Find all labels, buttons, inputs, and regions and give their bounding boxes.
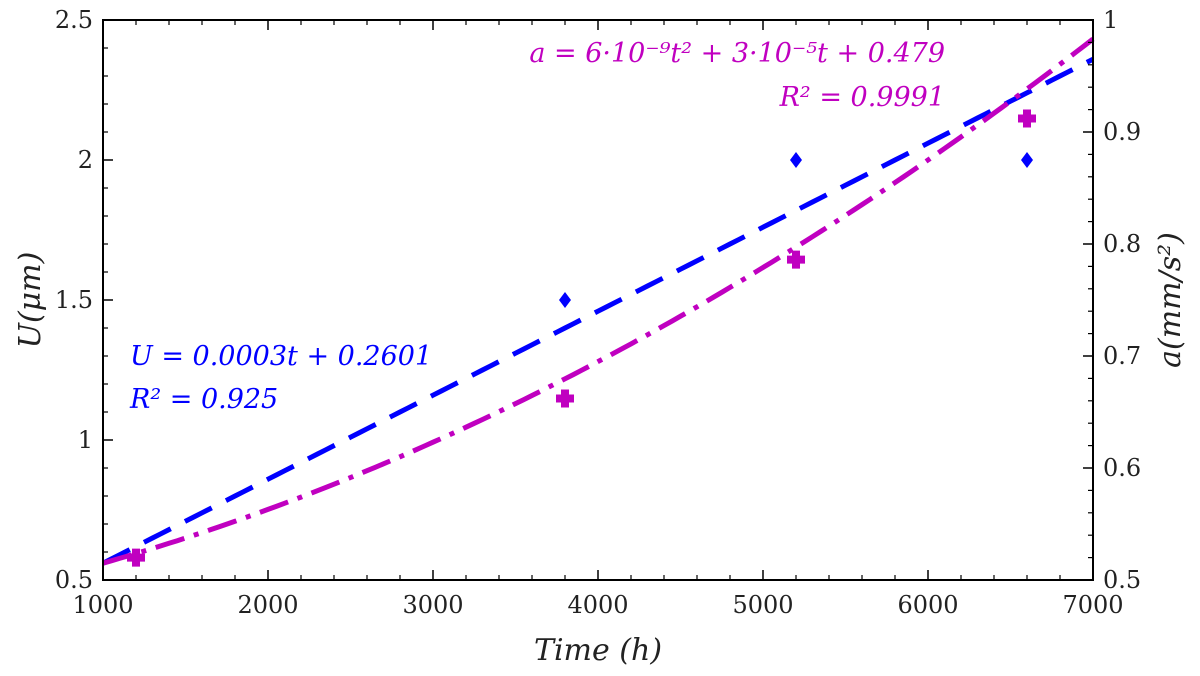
x-tick-label: 6000 [897,591,958,619]
plus-marker [127,548,145,567]
y-right-tick-label: 0.7 [1103,342,1141,370]
magenta-fit-r2: R² = 0.9991 [779,82,945,113]
x-tick-label: 4000 [567,591,628,619]
x-tick-label: 2000 [237,591,298,619]
y-left-tick-label: 1 [78,426,93,454]
y-left-tick-label: 1.5 [55,286,93,314]
x-tick-label: 7000 [1062,591,1123,619]
y-left-tick-label: 2 [78,146,93,174]
diamond-marker [790,152,802,168]
fit-lines [101,37,1095,566]
y-axis-label-left: U(μm) [13,252,48,349]
x-tick-label: 3000 [402,591,463,619]
magenta-fit-line [102,37,1095,566]
axis-ticks: 1000 2000 3000 4000 5000 6000 70000.511.522.50… [55,6,1141,619]
diamond-marker [559,292,571,308]
y-right-tick-label: 0.8 [1103,230,1141,258]
x-tick-label: 5000 [732,591,793,619]
y-left-tick-label: 0.5 [55,566,93,594]
blue-fit-line [101,56,1095,566]
y-right-tick-label: 0.9 [1103,118,1141,146]
plus-marker [787,250,805,269]
y-axis-label-right: a(mm/s²) [1153,232,1188,368]
x-axis-label: Time (h) [534,633,662,668]
y-right-tick-label: 1 [1103,6,1118,34]
y-right-tick-label: 0.6 [1103,454,1141,482]
blue-fit-equation: U = 0.0003t + 0.2601 [130,341,432,372]
y-right-tick-label: 0.5 [1103,566,1141,594]
diamond-marker [1021,152,1033,168]
plus-marker [556,389,574,408]
x-tick-label: 1000 [72,591,133,619]
data-markers [127,109,1036,567]
plus-marker [1018,109,1036,128]
y-left-tick-label: 2.5 [55,6,93,34]
blue-fit-r2: R² = 0.925 [129,384,278,415]
magenta-fit-equation: a = 6·10⁻⁹t² + 3·10⁻⁵t + 0.479 [529,38,945,69]
